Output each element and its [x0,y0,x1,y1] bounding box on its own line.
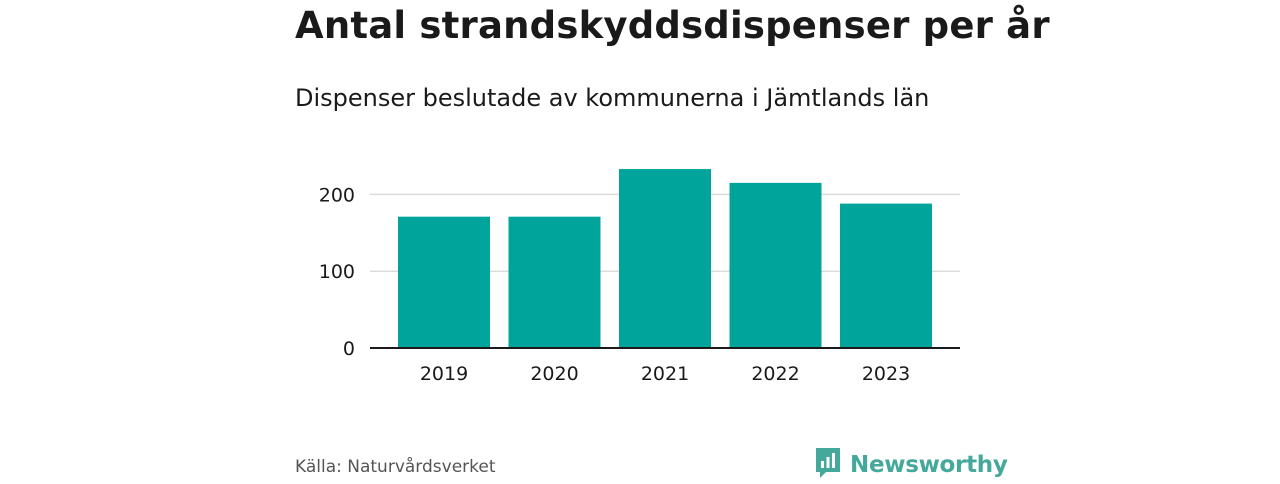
bars [398,169,932,348]
bar-2021[interactable] [619,169,711,348]
x-tick-label: 2021 [641,363,689,385]
brand-name: Newsworthy [850,452,1008,478]
chart-title: Antal strandskyddsdispenser per år [295,4,1050,47]
brand-logo[interactable]: Newsworthy [814,446,1008,484]
chart-subtitle: Dispenser beslutade av kommunerna i Jämt… [295,84,930,112]
x-tick-label: 2022 [751,363,799,385]
bar-2019[interactable] [398,216,490,348]
y-tick-label: 200 [319,184,355,206]
x-tick-label: 2023 [862,363,910,385]
x-tick-label: 2020 [530,363,578,385]
bar-2023[interactable] [840,203,932,348]
x-axis-tick-labels: 2019 2020 2021 2022 2023 [420,363,910,385]
bar-2020[interactable] [508,216,601,348]
bar-2022[interactable] [729,182,822,348]
newsworthy-logo-icon [814,446,842,484]
y-axis-tick-labels: 0 100 200 [319,184,355,360]
source-label: Källa: Naturvårdsverket [295,457,496,477]
y-tick-label: 100 [319,261,355,283]
x-tick-label: 2019 [420,363,468,385]
y-tick-label: 0 [343,338,355,360]
